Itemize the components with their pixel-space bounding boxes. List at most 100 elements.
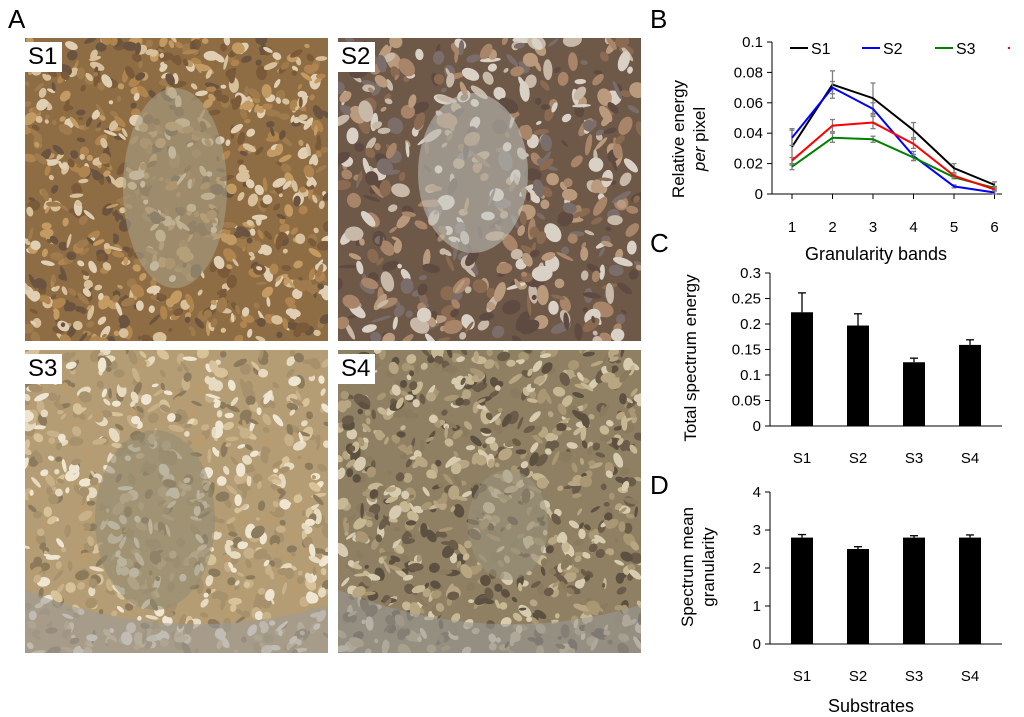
gravel-pebble [465, 445, 476, 451]
gravel-pebble [366, 455, 374, 464]
chart-c-bar-s2 [847, 325, 869, 426]
gravel-pebble [103, 243, 111, 250]
gravel-pebble [186, 440, 193, 446]
gravel-pebble [148, 305, 155, 313]
gravel-pebble [28, 197, 36, 202]
gravel-pebble [605, 470, 613, 479]
gravel-pebble [346, 192, 362, 208]
gravel-pebble [50, 184, 59, 194]
gravel-pebble [225, 442, 232, 447]
gravel-pebble [338, 497, 349, 510]
gravel-pebble [220, 43, 227, 52]
camouflaged-animal [123, 88, 227, 288]
gravel-pebble [397, 263, 402, 269]
gravel-pebble [316, 240, 328, 251]
chart-c-y-tick-label: 0.2 [740, 316, 761, 333]
gravel-pebble [389, 226, 398, 233]
gravel-pebble [255, 215, 262, 226]
gravel-pebble [582, 403, 588, 410]
gravel-pebble [513, 42, 525, 49]
gravel-pebble [566, 442, 578, 449]
gravel-pebble [230, 123, 243, 134]
gravel-pebble [258, 368, 269, 378]
gravel-pebble [226, 274, 237, 289]
gravel-pebble [139, 351, 147, 358]
gravel-pebble [289, 398, 304, 406]
gravel-pebble [147, 412, 159, 424]
gravel-pebble [618, 521, 626, 533]
gravel-pebble [344, 226, 364, 241]
gravel-pebble [58, 433, 66, 442]
gravel-pebble [210, 318, 218, 328]
gravel-pebble [313, 125, 318, 136]
gravel-pebble [72, 320, 83, 331]
gravel-pebble [590, 360, 604, 367]
gravel-pebble [439, 248, 447, 255]
chart-b-y-tick-label: 0.06 [734, 95, 763, 112]
gravel-pebble [57, 409, 64, 415]
gravel-pebble [63, 102, 70, 112]
gravel-pebble [80, 85, 86, 92]
gravel-pebble [25, 153, 37, 163]
gravel-pebble [280, 61, 290, 70]
gravel-pebble [288, 376, 301, 387]
gravel-pebble [540, 566, 546, 576]
gravel-pebble [298, 431, 304, 444]
gravel-pebble [264, 230, 273, 240]
gravel-pebble [133, 382, 142, 395]
gravel-pebble [278, 192, 283, 198]
gravel-pebble [618, 116, 633, 135]
gravel-pebble [60, 413, 67, 420]
gravel-pebble [400, 555, 409, 563]
gravel-pebble [225, 68, 236, 79]
gravel-pebble [523, 350, 532, 354]
gravel-pebble [203, 98, 213, 109]
gravel-pebble [282, 502, 292, 508]
gravel-pebble [630, 541, 639, 551]
gravel-pebble [88, 586, 96, 597]
gravel-pebble [208, 378, 219, 391]
gravel-pebble [623, 522, 633, 534]
gravel-pebble [424, 333, 438, 341]
gravel-pebble [213, 255, 225, 270]
gravel-pebble [599, 264, 605, 280]
gravel-pebble [94, 66, 99, 73]
gravel-pebble [78, 178, 89, 184]
gravel-pebble [28, 274, 37, 289]
gravel-pebble [34, 82, 45, 92]
gravel-pebble [58, 123, 73, 135]
gravel-pebble [534, 97, 542, 105]
gravel-pebble [553, 66, 561, 74]
gravel-pebble [272, 460, 283, 468]
gravel-pebble [46, 201, 61, 207]
gravel-pebble [531, 38, 543, 50]
gravel-pebble [595, 452, 606, 458]
gravel-pebble [25, 535, 36, 547]
gravel-pebble [536, 212, 546, 220]
gravel-pebble [55, 561, 62, 569]
gravel-pebble [405, 310, 413, 318]
gravel-pebble [263, 46, 273, 53]
gravel-pebble [464, 286, 472, 294]
gravel-pebble [52, 144, 65, 155]
gravel-pebble [68, 463, 80, 474]
gravel-pebble [436, 337, 451, 341]
gravel-pebble [376, 257, 384, 266]
gravel-pebble [312, 494, 324, 506]
gravel-pebble [300, 420, 308, 427]
gravel-pebble [373, 350, 382, 354]
gravel-pebble [383, 560, 391, 574]
series-s3 [789, 132, 997, 191]
gravel-pebble [230, 313, 235, 323]
gravel-pebble [48, 437, 56, 444]
gravel-pebble [224, 543, 232, 556]
gravel-pebble [614, 38, 630, 48]
gravel-pebble [293, 483, 301, 495]
gravel-pebble [435, 459, 442, 467]
gravel-pebble [312, 194, 318, 204]
gravel-pebble [446, 350, 453, 359]
gravel-pebble [220, 84, 227, 89]
gravel-pebble [246, 475, 252, 487]
chart-c-y-tick-label: 0.05 [732, 393, 761, 410]
gravel-pebble [236, 171, 250, 182]
